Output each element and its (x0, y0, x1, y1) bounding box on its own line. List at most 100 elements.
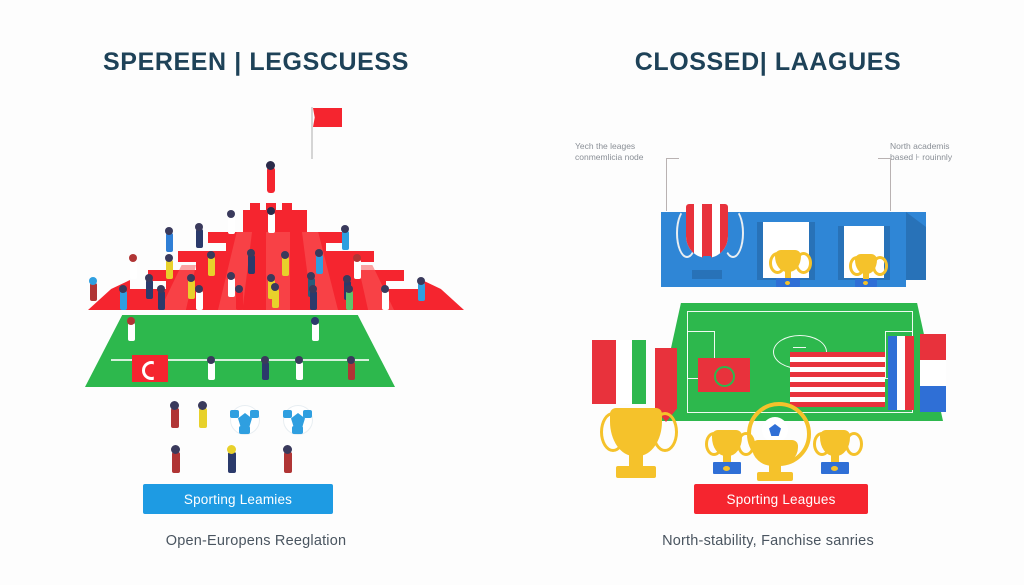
flag-stripe (790, 402, 885, 407)
trophy-cup (855, 254, 877, 274)
player-figure (281, 251, 289, 259)
player-figure (248, 255, 255, 274)
player-figure (172, 452, 180, 473)
left-pitch-icon (85, 315, 395, 387)
player-figure (235, 285, 243, 293)
ball-patch (250, 410, 259, 418)
player-figure (89, 277, 97, 285)
ball-patch (303, 410, 312, 418)
flag-band (920, 386, 946, 412)
player-figure (310, 291, 317, 310)
player-figure (266, 161, 275, 170)
right-label-bar[interactable]: Sporting Leagues (694, 484, 868, 514)
player-figure (195, 285, 203, 293)
shelf-side-panel (906, 212, 926, 280)
flag-band (905, 336, 914, 410)
shield-stripe (686, 204, 694, 258)
player-figure (171, 445, 180, 454)
player-figure (295, 356, 303, 364)
flag-stripe (790, 352, 885, 357)
flag-stripe (790, 362, 885, 367)
ball-patch (283, 410, 292, 418)
player-figure (227, 210, 235, 218)
trophy-stem (769, 462, 781, 474)
pyramid-merlon (282, 203, 292, 212)
striped-shield-trophy-icon (686, 204, 728, 258)
player-figure (267, 167, 275, 193)
player-figure (347, 356, 355, 364)
player-figure (268, 213, 275, 233)
player-figure (284, 452, 292, 473)
callout-left: Yech the leages conmemlicia node (575, 141, 644, 164)
pitch-midline (111, 359, 369, 361)
player-figure (236, 291, 243, 310)
player-figure (272, 289, 279, 308)
plinth-emblem (785, 281, 790, 285)
left-panel: SPEREEN | LEGSCUESS (0, 0, 512, 585)
player-figure (166, 260, 173, 279)
player-figure (157, 285, 165, 293)
trophy-cup (712, 430, 742, 456)
morocco-star-icon (714, 366, 735, 387)
player-figure (315, 249, 323, 257)
pyramid-step (148, 270, 168, 281)
trophy-stem (629, 452, 643, 468)
player-figure (128, 323, 135, 341)
player-figure (345, 285, 353, 293)
callout-right-line1: North academis (890, 141, 950, 151)
soccer-ball-icon (230, 405, 260, 435)
callout-right: North academis based ⊦ rouinnly (890, 141, 952, 164)
player-figure (198, 401, 207, 410)
pyramid-step (384, 270, 404, 281)
crescent-icon (142, 361, 154, 380)
player-figure (227, 445, 236, 454)
player-figure (262, 362, 269, 380)
ball-patch (230, 410, 239, 418)
player-figure (208, 362, 215, 380)
trophy-stem (863, 272, 869, 279)
trophy-stem (785, 270, 791, 278)
callout-right-line2: based ⊦ rouinnly (890, 152, 953, 163)
left-panel-caption: Open-Europens Reeglation (165, 533, 347, 549)
player-figure (129, 254, 137, 262)
center-spot (793, 347, 806, 348)
flag-band (920, 334, 946, 360)
player-figure (188, 280, 195, 299)
player-figure (343, 275, 351, 283)
player-figure (261, 356, 269, 364)
left-label-bar[interactable]: Sporting Leamies (143, 484, 333, 514)
player-figure (247, 249, 255, 257)
player-figure (296, 362, 303, 380)
player-figure (354, 260, 361, 279)
player-figure (267, 274, 275, 282)
ribbon-tail-icon (655, 348, 677, 422)
player-figure (382, 291, 389, 310)
player-figure (283, 445, 292, 454)
trophy-stem (831, 454, 839, 462)
player-figure (207, 356, 215, 364)
player-figure (417, 277, 425, 285)
player-figure (418, 283, 425, 301)
summit-flag-icon (313, 108, 342, 127)
left-panel-title: SPEREEN | LEGSCUESS (103, 48, 409, 76)
trophy-stem (723, 454, 731, 462)
ball-patch (239, 426, 250, 434)
player-figure (227, 272, 235, 280)
netherlands-flag-icon (920, 334, 946, 412)
usa-flag-icon (790, 352, 885, 407)
player-figure (311, 317, 319, 325)
callout-left-leader-line (666, 158, 679, 211)
player-figure (158, 291, 165, 310)
plinth-emblem (831, 466, 838, 471)
player-figure (342, 231, 349, 250)
player-figure (171, 408, 179, 428)
callout-right-leader-line (878, 158, 891, 211)
france-flag-icon (888, 336, 914, 410)
flag-band (888, 336, 897, 410)
player-figure (187, 274, 195, 282)
player-figure (312, 323, 319, 341)
right-label-bar-text: Sporting Leagues (726, 491, 836, 507)
turkey-flag-icon (132, 355, 168, 382)
pyramid-summit-block (243, 210, 307, 232)
trophy-cup (752, 440, 798, 466)
